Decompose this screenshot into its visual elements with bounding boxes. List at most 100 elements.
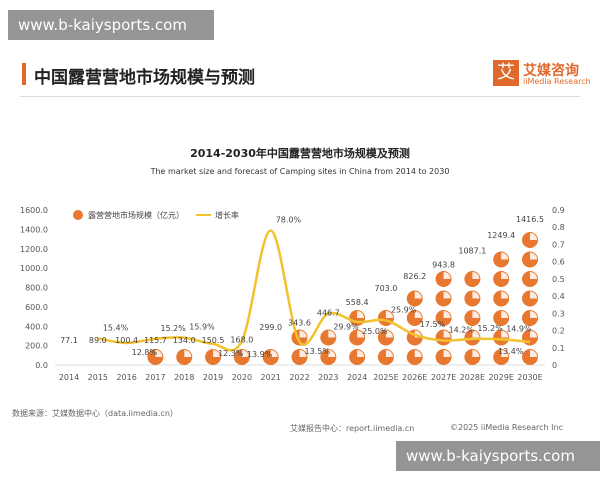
pie-slice-icon <box>414 311 422 318</box>
growth-rate-label: 14.9% <box>506 324 532 333</box>
bar-value-label: 343.6 <box>288 319 311 328</box>
bar-value-label: 446.7 <box>317 309 340 318</box>
right-tick-label: 0.4 <box>552 292 565 301</box>
x-tick-label: 2024 <box>347 373 367 382</box>
pie-slice-icon <box>184 350 192 357</box>
left-tick-label: 1200.0 <box>20 245 48 254</box>
bar-value-label: 100.4 <box>115 336 138 345</box>
pie-slice-icon <box>530 252 537 260</box>
left-tick-label: 200.0 <box>25 342 48 351</box>
pie-slice-icon <box>443 330 451 338</box>
header-divider <box>20 96 580 97</box>
x-tick-label: 2023 <box>318 373 338 382</box>
x-tick-label: 2029E <box>488 373 513 382</box>
right-tick-label: 0.3 <box>552 309 565 318</box>
left-tick-label: 1400.0 <box>20 225 48 234</box>
x-tick-label: 2014 <box>59 373 79 382</box>
chart: 2014-2030年中国露营营地市场规模及预测 The market size … <box>20 146 565 382</box>
x-tick-label: 2021 <box>261 373 281 382</box>
x-tick-label: 2030E <box>517 373 542 382</box>
right-tick-label: 0.6 <box>552 258 565 267</box>
pie-slice-icon <box>501 311 509 318</box>
pie-slice-icon <box>501 252 509 260</box>
bar-value-label: 299.0 <box>259 323 282 332</box>
pie-slice-icon <box>530 233 537 240</box>
pie-slice-icon <box>213 350 221 357</box>
x-tick-label: 2022 <box>289 373 309 382</box>
growth-rate-label: 78.0% <box>276 216 302 225</box>
legend: 露营营地市场规模（亿元） 增长率 <box>73 210 239 220</box>
copyright: ©2025 iiMedia Research Inc <box>450 423 563 432</box>
bar-value-label: 1416.5 <box>516 215 544 224</box>
pie-slice-icon <box>299 350 307 357</box>
pie-slice-icon <box>241 350 249 357</box>
x-tick-label: 2019 <box>203 373 223 382</box>
pie-slice-icon <box>530 330 537 338</box>
pie-slice-icon <box>501 291 509 299</box>
right-tick-label: 0.2 <box>552 327 565 336</box>
growth-rate-label: 14.2% <box>449 326 475 335</box>
x-tick-label: 2025E <box>373 373 398 382</box>
pie-slice-icon <box>270 350 278 357</box>
bar-value-label: 150.5 <box>202 336 225 345</box>
right-tick-label: 0.5 <box>552 275 565 284</box>
bar-value-label: 134.0 <box>173 336 196 345</box>
left-tick-label: 600.0 <box>25 303 48 312</box>
logo-mark: 艾 <box>493 60 519 86</box>
pie-slice-icon <box>385 330 393 338</box>
legend-bar-icon <box>73 210 83 220</box>
growth-rate-label: 15.9% <box>189 323 215 332</box>
pie-slice-icon <box>299 330 307 338</box>
source-note: 数据来源：艾媒数据中心（data.iimedia.cn） <box>12 409 178 418</box>
growth-rate-label: 15.2% <box>477 324 503 333</box>
growth-rate-label: 12.8% <box>132 348 158 357</box>
pie-slice-icon <box>472 291 480 299</box>
growth-rate-label: 25.9% <box>391 305 417 314</box>
bar-value-label: 77.1 <box>60 336 78 345</box>
growth-rate-label: 13.4% <box>498 347 524 356</box>
watermark-bottom: www.b-kaiysports.com <box>396 441 600 471</box>
pie-slice-icon <box>472 272 480 279</box>
bar-value-label: 1087.1 <box>458 247 486 256</box>
bar-value-label: 558.4 <box>346 298 369 307</box>
pie-slice-icon <box>357 330 365 338</box>
left-tick-label: 400.0 <box>25 322 48 331</box>
growth-rate-label: 17.5% <box>420 320 446 329</box>
pie-slice-icon <box>443 291 451 299</box>
right-tick-label: 0.8 <box>552 223 565 232</box>
pie-slice-icon <box>385 311 393 318</box>
growth-rate-label: 13.5% <box>305 347 331 356</box>
logo-en: iiMedia Research <box>523 77 591 86</box>
bar-value-label: 1249.4 <box>487 231 515 240</box>
growth-rate-label: 29.9% <box>333 323 359 332</box>
x-tick-label: 2016 <box>116 373 136 382</box>
x-tick-label: 2028E <box>460 373 485 382</box>
growth-rate-label: 13.9% <box>247 350 273 359</box>
watermark-top: www.b-kaiysports.com <box>8 10 214 40</box>
x-tick-label: 2015 <box>88 373 108 382</box>
growth-rate-line <box>97 229 531 352</box>
pie-slice-icon <box>501 350 509 357</box>
right-tick-label: 0 <box>552 361 557 370</box>
growth-rate-label: 15.2% <box>160 324 186 333</box>
legend-line-label: 增长率 <box>215 210 239 220</box>
right-tick-label: 0.1 <box>552 344 565 353</box>
bar-value-label: 89.0 <box>89 336 107 345</box>
pie-slice-icon <box>501 272 509 279</box>
right-tick-label: 0.9 <box>552 206 565 215</box>
bar-value-label: 703.0 <box>374 284 397 293</box>
chart-title: 2014-2030年中国露营营地市场规模及预测 <box>190 146 410 160</box>
bar-value-label: 168.0 <box>230 336 253 345</box>
report-link[interactable]: 艾媒报告中心：report.iimedia.cn <box>290 424 415 433</box>
pie-slice-icon <box>530 291 537 299</box>
x-tick-label: 2026E <box>402 373 427 382</box>
pie-slice-icon <box>530 350 537 357</box>
pie-slice-icon <box>501 330 509 338</box>
pie-slice-icon <box>472 330 480 338</box>
pie-slice-icon <box>414 350 422 357</box>
left-tick-label: 1000.0 <box>20 264 48 273</box>
pie-slice-icon <box>328 330 336 338</box>
pie-slice-icon <box>530 311 537 318</box>
pie-slice-icon <box>530 272 537 279</box>
page-title: 中国露营营地市场规模与预测 <box>34 68 255 88</box>
